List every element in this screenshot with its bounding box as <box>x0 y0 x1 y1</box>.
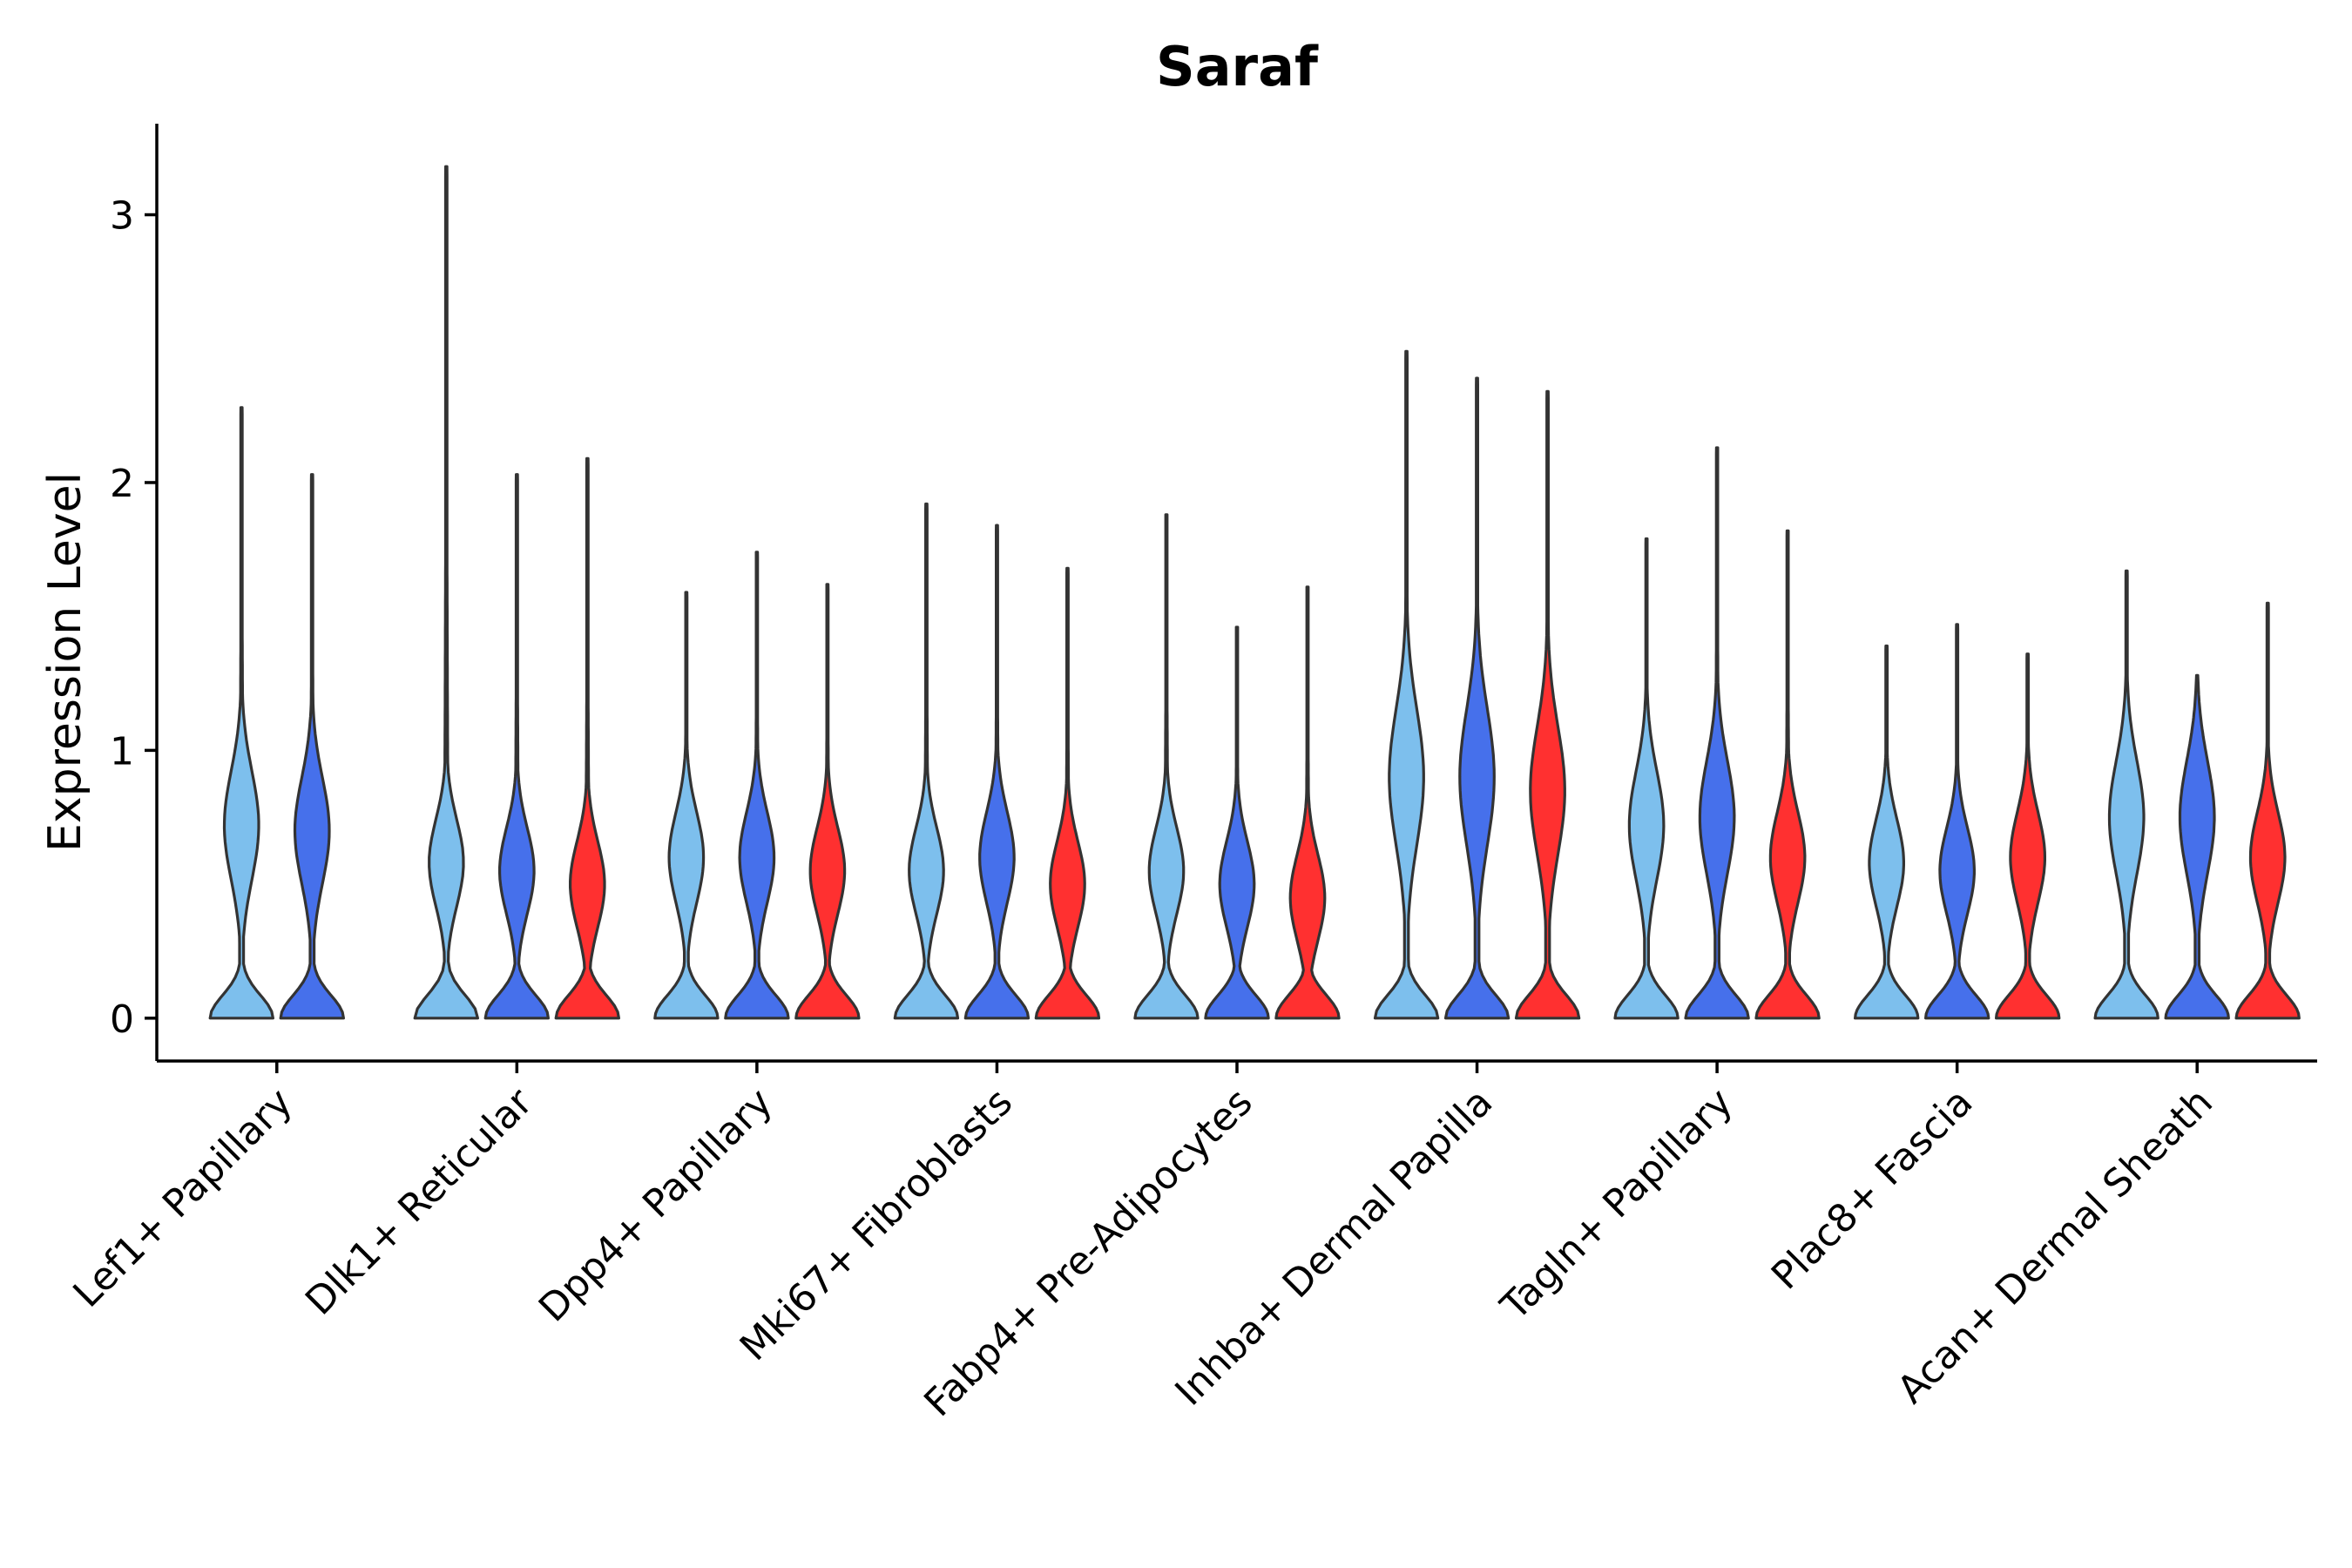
violin-group1 <box>2093 569 2159 1020</box>
violin-group2 <box>279 473 345 1020</box>
y-axis-label: Expression Level <box>39 472 91 852</box>
violin-group3 <box>794 583 861 1020</box>
violin-layer <box>208 165 2301 1020</box>
violin-group2 <box>724 551 790 1020</box>
violin-group2 <box>963 524 1031 1020</box>
y-tick-label: 0 <box>110 997 134 1042</box>
x-tick-label: Lef1+ Papillary <box>64 1080 301 1316</box>
violin-group3 <box>1034 566 1101 1020</box>
violin-group2 <box>1204 625 1270 1020</box>
violin-group3 <box>1995 652 2061 1020</box>
violin-group1 <box>1373 349 1440 1020</box>
violin-group1 <box>893 502 960 1020</box>
violin-group3 <box>1514 389 1581 1020</box>
violin-group3 <box>1274 585 1341 1020</box>
violin-group1 <box>653 591 720 1020</box>
y-axis-ticks: 0 1 2 3 <box>110 194 157 1042</box>
violin-group3 <box>2234 601 2301 1020</box>
violin-group1 <box>1854 644 1920 1020</box>
x-tick-label: Tagln+ Papillary <box>1492 1080 1741 1329</box>
violin-group2 <box>1443 376 1511 1020</box>
violin-group1 <box>1613 537 1680 1020</box>
x-tick-label: Mki67+ Fibroblasts <box>732 1080 1021 1369</box>
violin-group1 <box>413 165 479 1020</box>
y-tick-label: 2 <box>110 462 134 506</box>
violin-group1 <box>208 406 274 1020</box>
violin-group2 <box>1924 623 1990 1020</box>
y-tick-label: 3 <box>110 194 134 239</box>
chart-title: Saraf <box>1156 35 1319 98</box>
violin-group3 <box>1754 529 1821 1020</box>
violin-group2 <box>2164 673 2230 1020</box>
violin-group1 <box>1133 513 1200 1020</box>
violin-group2 <box>483 473 550 1020</box>
x-tick-label: Plac8+ Fascia <box>1763 1080 1982 1299</box>
y-tick-label: 1 <box>110 729 134 774</box>
x-tick-label: Dpp4+ Papillary <box>531 1080 781 1331</box>
x-tick-label: Dlk1+ Reticular <box>297 1079 542 1324</box>
violin-group3 <box>554 456 620 1020</box>
violin-group2 <box>1684 446 1750 1020</box>
